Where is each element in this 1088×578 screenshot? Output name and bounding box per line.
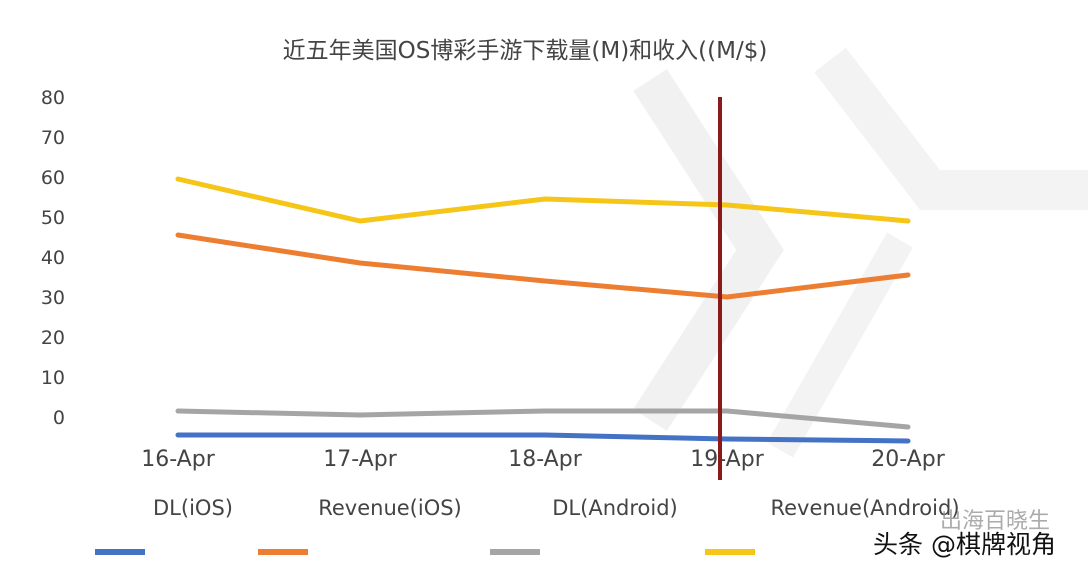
- legend-label: DL(Android): [552, 496, 677, 520]
- y-tick-label: 30: [41, 287, 65, 309]
- watermark-text: 头条 @棋牌视角: [873, 530, 1056, 559]
- x-tick-label: 20-Apr: [871, 447, 945, 472]
- y-tick-label: 0: [53, 407, 65, 429]
- y-tick-label: 40: [41, 247, 65, 269]
- legend-label: DL(iOS): [153, 496, 233, 520]
- series-group: [175, 176, 911, 444]
- x-tick-label: 17-Apr: [323, 447, 397, 472]
- legend: DL(iOS) Revenue(iOS) DL(Android) Revenue(An…: [95, 496, 960, 555]
- background-decoration: [633, 47, 1088, 458]
- watermark-secondary: 出海百晓生: [940, 509, 1050, 534]
- chart-title: 近五年美国OS博彩手游下载量(M)和收入((M/$): [283, 38, 768, 64]
- series-line-dl-android: [175, 408, 911, 430]
- series-line-revenue-android: [175, 176, 911, 224]
- legend-label: Revenue(Android): [770, 496, 959, 520]
- x-tick-label: 16-Apr: [141, 447, 215, 472]
- y-tick-label: 80: [41, 87, 65, 109]
- x-tick-label: 19-Apr: [690, 447, 764, 472]
- series-line-dl-ios: [175, 432, 911, 444]
- x-tick-label: 18-Apr: [508, 447, 582, 472]
- y-tick-label: 10: [41, 367, 65, 389]
- x-axis: 16-Apr 17-Apr 18-Apr 19-Apr 20-Apr: [141, 447, 945, 472]
- y-tick-label: 60: [41, 167, 65, 189]
- series-line-revenue-ios: [175, 232, 911, 300]
- watermark: 出海百晓生 头条 @棋牌视角: [873, 509, 1056, 559]
- y-tick-label: 50: [41, 207, 65, 229]
- y-tick-label: 70: [41, 127, 65, 149]
- y-tick-label: 20: [41, 327, 65, 349]
- legend-label: Revenue(iOS): [318, 496, 462, 520]
- y-axis: 80 70 60 50 40 30 20 10 0: [41, 87, 65, 429]
